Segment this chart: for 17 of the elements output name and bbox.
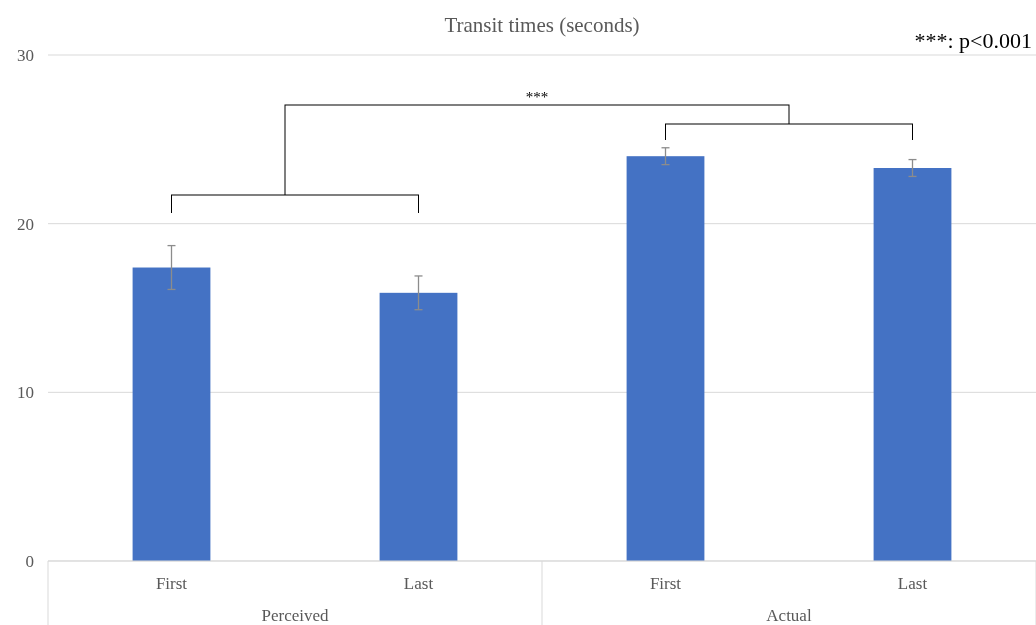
x-tick-label: First: [649, 574, 682, 593]
chart-title: Transit times (seconds): [444, 13, 640, 37]
x-tick-label: Last: [403, 574, 434, 593]
bar: [873, 168, 952, 561]
bar: [379, 292, 458, 561]
x-tick-label: Last: [897, 574, 928, 593]
x-tick-label: First: [155, 574, 188, 593]
annotation: ***: [525, 89, 549, 105]
y-tick-label: 30: [17, 45, 34, 65]
y-tick-label: 20: [17, 214, 34, 234]
y-tick-label: 0: [25, 551, 34, 571]
text: Actual: [766, 606, 812, 625]
text: ***: p<0.001: [914, 28, 1032, 53]
y-tick-label: 10: [17, 383, 34, 403]
text: Perceived: [261, 606, 329, 625]
bar: [626, 156, 705, 561]
bar: [132, 267, 211, 561]
